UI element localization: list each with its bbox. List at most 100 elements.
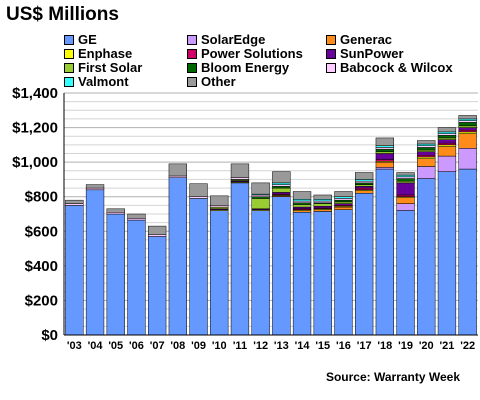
x-tick-label: '20 xyxy=(419,340,434,352)
legend-swatch xyxy=(187,76,197,87)
bar-segment xyxy=(189,183,208,197)
bar-segment xyxy=(437,131,457,134)
legend-item: Enphase xyxy=(64,46,132,61)
bar-segment xyxy=(396,197,415,204)
bar-segment xyxy=(458,122,477,127)
x-tick-label: '15 xyxy=(315,340,330,352)
legend-item: Power Solutions xyxy=(187,46,303,61)
bar-segment xyxy=(272,196,291,336)
bar-segment xyxy=(375,161,395,168)
bar-segment xyxy=(354,180,374,184)
bar-segment xyxy=(147,225,167,235)
bar-segment xyxy=(458,129,477,133)
bar-segment xyxy=(437,127,457,133)
bar-segment xyxy=(417,178,436,336)
bar-segment xyxy=(334,198,353,201)
legend-item: Babcock & Wilcox xyxy=(326,60,453,75)
x-tick-label: '09 xyxy=(191,340,206,352)
bar-segment xyxy=(251,196,270,199)
bar-segment xyxy=(458,127,477,131)
y-tick-label: $400 xyxy=(25,258,58,275)
bar-segment xyxy=(458,125,477,128)
bar-segment xyxy=(458,133,477,149)
bar-segment xyxy=(396,194,415,197)
bar-segment xyxy=(375,168,395,336)
bar-segment xyxy=(375,159,395,162)
bar-segment xyxy=(106,212,125,215)
bar-segment xyxy=(417,149,436,153)
bar-segment xyxy=(396,176,415,179)
bar-segment xyxy=(437,146,457,157)
bar-segment xyxy=(396,178,415,182)
bar-segment xyxy=(210,206,229,210)
bar-segment xyxy=(230,177,250,180)
x-tick-label: '03 xyxy=(67,340,82,352)
legend-label: SunPower xyxy=(340,46,404,61)
bar-segment xyxy=(272,187,291,193)
legend-item: Valmont xyxy=(64,74,129,89)
bar-segment xyxy=(292,199,312,202)
bar-segment xyxy=(334,206,353,210)
x-tick-label: '18 xyxy=(377,340,392,352)
bar-segment xyxy=(272,186,291,189)
bar-segment xyxy=(396,172,415,176)
bar-segment xyxy=(85,189,105,336)
bar-segment xyxy=(354,172,374,180)
bar-segment xyxy=(375,167,395,170)
bar-segment xyxy=(334,203,353,206)
bar-segment xyxy=(375,145,395,148)
bar-segment xyxy=(354,186,374,189)
y-tick-label: $1,200 xyxy=(12,120,58,137)
bar-segment xyxy=(354,190,374,194)
bar-segment xyxy=(375,137,395,146)
bar-segment xyxy=(251,194,270,197)
legend-swatch xyxy=(326,34,336,45)
bar-segment xyxy=(210,210,229,336)
bar-segment xyxy=(251,198,270,210)
bar-segment xyxy=(251,182,270,195)
bar-segment xyxy=(437,142,457,146)
bar-segment xyxy=(437,133,457,136)
bar-segment xyxy=(230,163,250,178)
bar-segment xyxy=(292,202,312,205)
bar-segment xyxy=(458,148,477,170)
y-tick-label: $800 xyxy=(25,189,58,206)
bar-segment xyxy=(65,203,84,206)
x-tick-label: '07 xyxy=(150,340,165,352)
bar-segment xyxy=(334,199,353,203)
legend-label: SolarEdge xyxy=(201,32,266,47)
bar-segment xyxy=(375,151,395,154)
legend-label: Enphase xyxy=(78,46,133,61)
bar-segment xyxy=(292,191,312,200)
legend-swatch xyxy=(187,62,197,73)
bar-segment xyxy=(272,171,291,184)
legend-item: First Solar xyxy=(64,60,142,75)
legend-swatch xyxy=(187,34,197,45)
legend-label: First Solar xyxy=(78,60,143,75)
bar-segment xyxy=(458,168,477,336)
bar-segment xyxy=(85,184,105,189)
bar-segment xyxy=(168,177,188,336)
bar-segment xyxy=(417,166,436,179)
bar-segment xyxy=(272,182,291,185)
legend-label: Bloom Energy xyxy=(201,60,290,75)
legend-label: Other xyxy=(201,74,236,89)
legend-label: Power Solutions xyxy=(201,46,303,61)
bar-segment xyxy=(396,180,415,184)
bar-segment xyxy=(334,209,353,336)
bar-segment xyxy=(189,198,208,336)
bar-segment xyxy=(458,115,477,120)
bar-segment xyxy=(396,182,415,196)
x-tick-label: '08 xyxy=(170,340,185,352)
bar-segment xyxy=(417,143,436,146)
legend-item: SolarEdge xyxy=(187,32,265,47)
bar-segment xyxy=(230,182,250,336)
bar-segment xyxy=(127,218,146,221)
bar-segment xyxy=(292,210,312,213)
bar-segment xyxy=(437,171,457,336)
bar-segment xyxy=(354,182,374,185)
y-tick-label: $1,000 xyxy=(12,154,58,171)
bar-segment xyxy=(417,158,436,167)
legend-swatch xyxy=(64,34,74,45)
